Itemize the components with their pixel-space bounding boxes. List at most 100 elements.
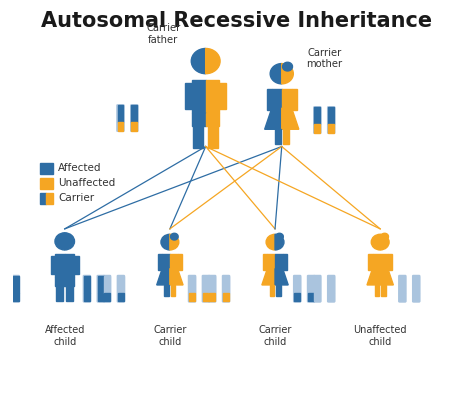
FancyBboxPatch shape bbox=[97, 275, 105, 303]
Wedge shape bbox=[275, 234, 284, 250]
Bar bbox=[171, 285, 175, 296]
Bar bbox=[283, 254, 287, 270]
FancyBboxPatch shape bbox=[293, 275, 301, 303]
Text: Unaffected
child: Unaffected child bbox=[354, 325, 407, 346]
Wedge shape bbox=[171, 233, 178, 240]
Bar bbox=[56, 286, 63, 301]
Polygon shape bbox=[275, 269, 288, 285]
Wedge shape bbox=[380, 234, 389, 250]
FancyBboxPatch shape bbox=[117, 275, 125, 303]
Bar bbox=[98, 293, 104, 301]
Bar bbox=[158, 254, 162, 270]
Bar bbox=[328, 276, 334, 293]
Bar bbox=[219, 83, 227, 109]
Bar bbox=[294, 293, 300, 301]
Text: Carrier
child: Carrier child bbox=[258, 325, 292, 346]
Bar bbox=[380, 254, 388, 269]
Text: Carrier
father: Carrier father bbox=[146, 23, 180, 45]
Bar bbox=[98, 276, 104, 293]
Bar bbox=[270, 285, 274, 296]
Bar bbox=[74, 256, 79, 274]
Wedge shape bbox=[266, 234, 275, 250]
Bar bbox=[328, 293, 334, 301]
Text: Affected: Affected bbox=[58, 164, 101, 173]
Bar bbox=[55, 254, 65, 277]
Bar bbox=[104, 293, 110, 301]
Bar bbox=[65, 277, 74, 286]
Bar bbox=[13, 276, 18, 293]
Text: Affected
child: Affected child bbox=[45, 325, 85, 346]
Bar bbox=[65, 254, 74, 277]
Text: Carrier
mother: Carrier mother bbox=[306, 48, 342, 69]
Wedge shape bbox=[206, 49, 220, 74]
Bar bbox=[381, 285, 386, 296]
Bar bbox=[118, 122, 123, 131]
Bar bbox=[118, 293, 124, 301]
Bar bbox=[209, 276, 215, 293]
Bar bbox=[189, 293, 195, 301]
Bar bbox=[104, 276, 110, 293]
Bar bbox=[55, 277, 65, 286]
Bar bbox=[178, 254, 182, 270]
Bar bbox=[206, 80, 219, 113]
Wedge shape bbox=[65, 233, 74, 250]
Bar bbox=[328, 107, 334, 124]
Bar bbox=[314, 124, 320, 133]
Bar bbox=[40, 178, 53, 189]
Bar bbox=[13, 293, 18, 301]
Bar bbox=[373, 254, 380, 269]
FancyBboxPatch shape bbox=[130, 104, 138, 132]
Bar bbox=[314, 107, 320, 124]
Bar bbox=[223, 293, 229, 301]
Bar bbox=[40, 193, 46, 204]
Polygon shape bbox=[264, 108, 282, 129]
Bar bbox=[274, 129, 281, 144]
Bar bbox=[283, 129, 289, 144]
Bar bbox=[84, 293, 90, 301]
Wedge shape bbox=[381, 233, 389, 240]
Polygon shape bbox=[367, 269, 380, 285]
Polygon shape bbox=[282, 108, 299, 129]
Wedge shape bbox=[270, 64, 282, 84]
Bar bbox=[314, 276, 320, 293]
Bar bbox=[328, 124, 334, 133]
Wedge shape bbox=[191, 49, 206, 74]
Bar bbox=[282, 89, 292, 108]
Bar bbox=[400, 276, 405, 293]
Wedge shape bbox=[161, 234, 170, 250]
Wedge shape bbox=[55, 233, 65, 250]
FancyBboxPatch shape bbox=[313, 275, 321, 303]
FancyBboxPatch shape bbox=[11, 275, 20, 303]
Bar bbox=[131, 105, 137, 122]
Bar bbox=[272, 89, 282, 108]
Polygon shape bbox=[262, 269, 275, 285]
Bar bbox=[208, 126, 218, 149]
Bar bbox=[51, 256, 55, 274]
Bar bbox=[185, 83, 192, 109]
Polygon shape bbox=[170, 269, 183, 285]
Bar bbox=[294, 276, 300, 293]
Bar bbox=[314, 293, 320, 301]
Text: Unaffected: Unaffected bbox=[58, 179, 115, 188]
Bar bbox=[131, 122, 137, 131]
Bar bbox=[413, 276, 419, 293]
FancyBboxPatch shape bbox=[307, 275, 315, 303]
Bar bbox=[164, 285, 169, 296]
FancyBboxPatch shape bbox=[116, 104, 125, 132]
Bar bbox=[209, 293, 215, 301]
Bar bbox=[400, 293, 405, 301]
Bar bbox=[275, 254, 283, 269]
FancyBboxPatch shape bbox=[208, 275, 217, 303]
FancyBboxPatch shape bbox=[327, 106, 336, 134]
Bar bbox=[189, 276, 195, 293]
Bar bbox=[203, 276, 209, 293]
Polygon shape bbox=[380, 269, 393, 285]
Wedge shape bbox=[276, 233, 283, 240]
Bar bbox=[308, 293, 314, 301]
FancyBboxPatch shape bbox=[103, 275, 111, 303]
Wedge shape bbox=[283, 62, 292, 71]
Text: Autosomal Recessive Inheritance: Autosomal Recessive Inheritance bbox=[41, 11, 433, 31]
FancyBboxPatch shape bbox=[82, 275, 91, 303]
FancyBboxPatch shape bbox=[188, 275, 196, 303]
FancyBboxPatch shape bbox=[398, 275, 407, 303]
